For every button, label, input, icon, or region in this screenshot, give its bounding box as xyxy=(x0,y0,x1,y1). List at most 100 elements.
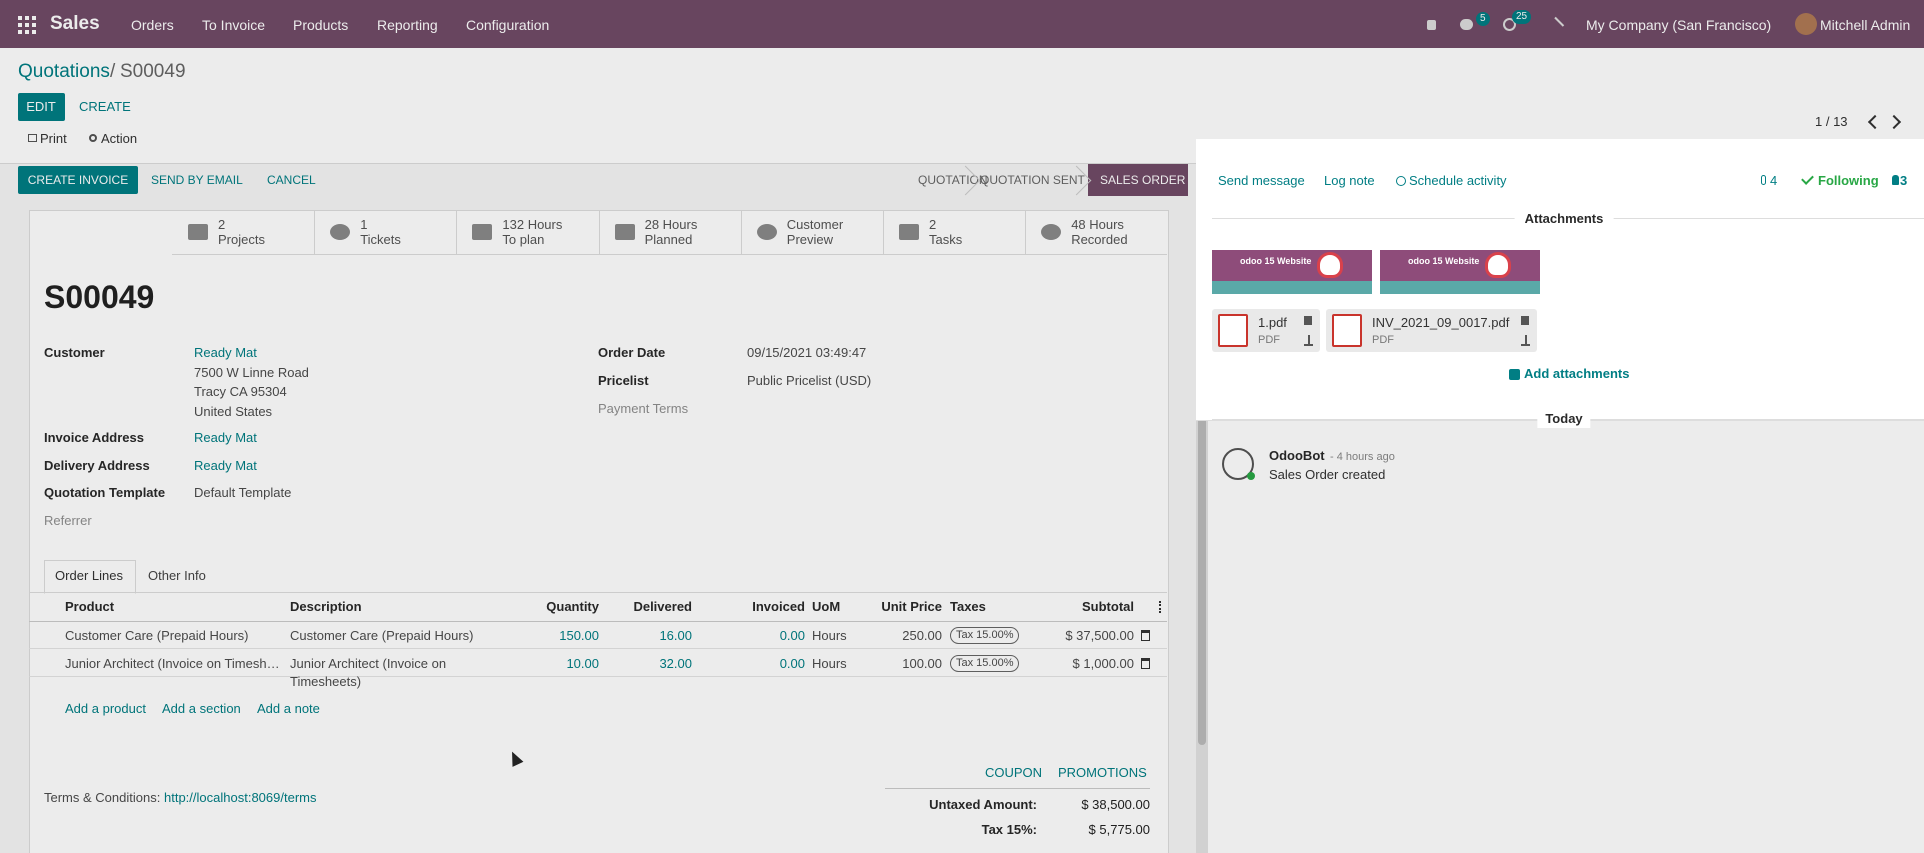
following-button[interactable]: Following xyxy=(1818,173,1879,188)
smart-label[interactable]: Projects xyxy=(218,232,265,247)
column-header[interactable]: UoM xyxy=(812,599,841,614)
smart-label[interactable]: To plan xyxy=(502,232,545,247)
cell[interactable]: Hours xyxy=(812,628,847,643)
field-value[interactable]: Ready Mat xyxy=(194,458,257,473)
company-switcher[interactable]: My Company (San Francisco) xyxy=(1586,17,1772,33)
attachment-name[interactable]: 1.pdf xyxy=(1258,315,1287,330)
smart-label[interactable]: Planned xyxy=(644,232,693,247)
column-header[interactable]: Invoiced xyxy=(752,599,805,614)
row-line xyxy=(29,648,1167,649)
cell[interactable]: Tax 15.00% xyxy=(950,627,1020,644)
chatter-action[interactable]: Send message xyxy=(1218,173,1305,188)
status-button[interactable]: CANCEL xyxy=(267,173,316,187)
field-value[interactable]: Ready Mat xyxy=(194,430,257,445)
gear-icon xyxy=(89,134,97,142)
user-menu[interactable]: Mitchell Admin xyxy=(1820,17,1911,33)
attachment-count[interactable]: 4 xyxy=(1770,173,1778,188)
add-line-link[interactable]: Add a product xyxy=(65,701,146,716)
attachment-name[interactable]: INV_2021_09_0017.pdf xyxy=(1372,315,1510,330)
action-menu[interactable]: Action xyxy=(101,131,138,146)
cell[interactable]: 100.00 xyxy=(902,656,942,671)
download-icon xyxy=(1304,335,1313,346)
cell[interactable]: 250.00 xyxy=(902,628,942,643)
edit-button[interactable]: EDIT xyxy=(26,99,56,114)
smart-label[interactable]: Tasks xyxy=(929,232,963,247)
cell[interactable]: 16.00 xyxy=(659,628,692,643)
cell[interactable]: Junior Architect (Invoice on Timesh… xyxy=(65,656,280,671)
edit-button-bg xyxy=(18,93,65,121)
coupon-button[interactable]: COUPON xyxy=(985,765,1043,780)
smart-label[interactable]: Recorded xyxy=(1071,232,1128,247)
menu-item[interactable]: To Invoice xyxy=(202,17,266,33)
date-separator: Today xyxy=(1537,410,1591,428)
stage[interactable]: QUOTATION SENT xyxy=(980,173,1085,187)
terms-link[interactable]: http://localhost:8069/terms xyxy=(164,790,317,805)
record-name: S00049 xyxy=(44,279,155,315)
breadcrumb-separator: / xyxy=(110,61,116,82)
cell[interactable]: Customer Care (Prepaid Hours) xyxy=(290,628,474,643)
cell[interactable]: 0.00 xyxy=(779,628,805,643)
image-caption: odoo 15 Website xyxy=(1408,256,1480,266)
promotions-button[interactable]: PROMOTIONS xyxy=(1058,765,1147,780)
cell[interactable]: 0.00 xyxy=(779,656,805,671)
chatter-action[interactable]: Schedule activity xyxy=(1409,173,1507,188)
smart-value[interactable]: 48 Hours xyxy=(1071,217,1124,232)
print-menu[interactable]: Print xyxy=(40,131,67,146)
cell[interactable]: 150.00 xyxy=(559,628,599,643)
button-box xyxy=(172,210,1167,255)
menu-item[interactable]: Configuration xyxy=(466,17,550,33)
stage[interactable]: SALES ORDER xyxy=(1100,173,1186,187)
breadcrumb-link[interactable]: Quotations xyxy=(18,61,110,82)
delete-icon xyxy=(1141,630,1150,641)
smart-value[interactable]: 1 xyxy=(360,217,368,232)
column-header[interactable]: Product xyxy=(65,599,115,614)
column-header[interactable]: Taxes xyxy=(950,599,986,614)
menu-item[interactable]: Reporting xyxy=(377,17,438,33)
cell[interactable]: 32.00 xyxy=(659,656,692,671)
rocket xyxy=(1485,252,1511,278)
bot-status xyxy=(1247,472,1255,480)
cell[interactable]: $ 37,500.00 xyxy=(1065,628,1134,643)
add-attachments[interactable]: Add attachments xyxy=(1524,366,1630,381)
column-header[interactable]: Unit Price xyxy=(881,599,942,614)
stage[interactable]: QUOTATION xyxy=(918,173,988,187)
column-header[interactable]: Description xyxy=(290,599,362,614)
rocket xyxy=(1317,252,1343,278)
clock-icon xyxy=(1396,176,1406,186)
create-invoice-bg xyxy=(18,166,138,194)
menu-item[interactable]: Products xyxy=(293,17,349,33)
column-header[interactable]: Subtotal xyxy=(1082,599,1134,614)
smart-value[interactable]: 2 xyxy=(929,217,937,232)
column-header[interactable]: Delivered xyxy=(633,599,692,614)
followers-count[interactable]: 3 xyxy=(1900,173,1908,188)
smart-value[interactable]: 2 xyxy=(218,217,226,232)
menu-item[interactable]: Orders xyxy=(131,17,174,33)
smart-value[interactable]: 28 Hours xyxy=(644,217,698,232)
totals-line xyxy=(885,788,1150,789)
cell[interactable]: $ 1,000.00 xyxy=(1072,656,1134,671)
apps-icon[interactable] xyxy=(18,16,36,34)
attachment-type: PDF xyxy=(1372,334,1394,346)
column-header[interactable]: Quantity xyxy=(546,599,599,614)
tab[interactable]: Other Info xyxy=(148,568,206,583)
status-button[interactable]: CREATE INVOICE xyxy=(27,173,129,187)
field-value[interactable]: Ready Mat xyxy=(194,345,257,360)
create-button[interactable]: CREATE xyxy=(79,99,131,114)
add-line-link[interactable]: Add a note xyxy=(257,701,320,716)
cell[interactable]: Tax 15.00% xyxy=(950,655,1020,672)
badge: 25 xyxy=(1512,10,1532,24)
status-button[interactable]: SEND BY EMAIL xyxy=(151,173,243,187)
avatar xyxy=(1795,13,1817,35)
cell[interactable]: Hours xyxy=(812,656,847,671)
tab[interactable]: Order Lines xyxy=(55,568,123,583)
add-line-link[interactable]: Add a section xyxy=(162,701,241,716)
smart-value[interactable]: Customer xyxy=(786,217,844,232)
smart-label[interactable]: Tickets xyxy=(360,232,401,247)
cell[interactable]: 10.00 xyxy=(566,656,599,671)
smart-value[interactable]: 132 Hours xyxy=(502,217,563,232)
cell[interactable]: Junior Architect (Invoice on Timesheets) xyxy=(290,656,447,689)
smart-divider xyxy=(740,210,742,254)
cell[interactable]: Customer Care (Prepaid Hours) xyxy=(65,628,249,643)
chatter-action[interactable]: Log note xyxy=(1324,173,1375,188)
smart-label[interactable]: Preview xyxy=(786,232,834,247)
